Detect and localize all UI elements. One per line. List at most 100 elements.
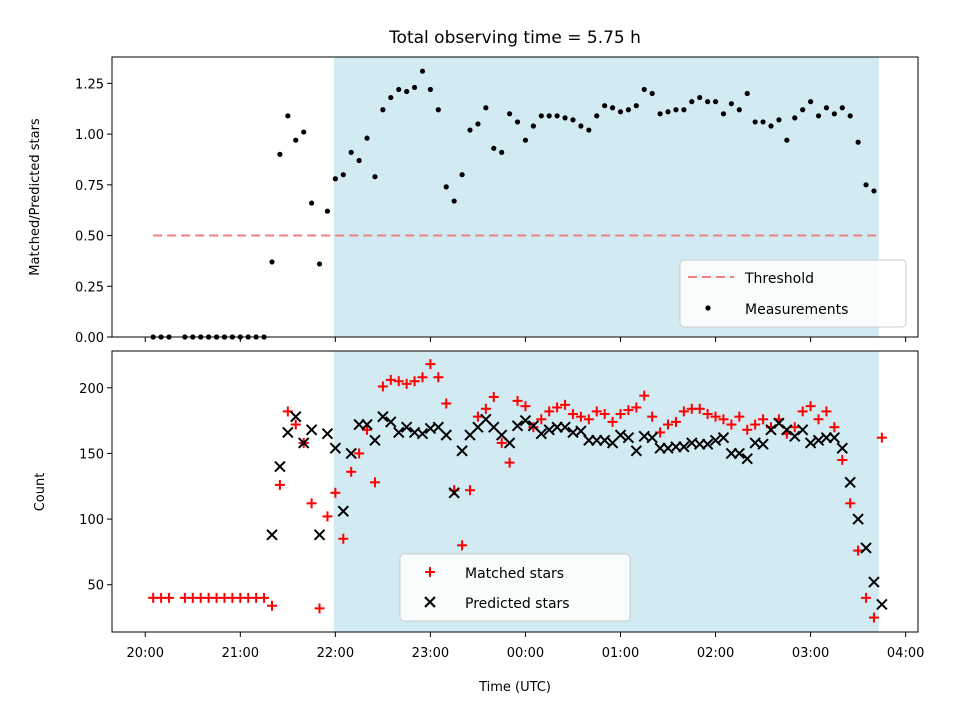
- y-tick-label: 150: [79, 447, 104, 462]
- matched-star-point: [853, 545, 864, 556]
- measurement-point: [332, 176, 338, 182]
- matched-star-point: [472, 411, 483, 422]
- cross-b: [804, 437, 817, 449]
- predicted-star-point: [836, 442, 848, 454]
- measurement-point: [633, 103, 639, 109]
- cross-b: [701, 438, 714, 450]
- measurement-point: [657, 111, 663, 117]
- matched-star-point: [393, 376, 404, 387]
- y-tick-label: 1.00: [75, 128, 104, 143]
- cross-b: [488, 421, 500, 433]
- predicted-star-point: [741, 452, 753, 465]
- measurement-point: [499, 149, 505, 155]
- matched-star-point: [734, 411, 745, 422]
- measurement-point: [380, 107, 386, 113]
- measurement-point: [514, 119, 521, 125]
- predicted-star-point: [416, 428, 429, 440]
- measurement-point: [705, 99, 711, 105]
- matched-star-point: [409, 376, 420, 387]
- y-tick-label: 200: [79, 382, 104, 397]
- legend-predicted-label: Predicted stars: [465, 596, 570, 612]
- matched-star-point: [837, 454, 848, 465]
- matched-star-point: [876, 432, 887, 443]
- cross-b: [709, 434, 722, 446]
- legend-measurements-label: Measurements: [745, 302, 848, 318]
- measurement-point: [768, 123, 774, 129]
- predicted-star-point: [868, 576, 880, 588]
- predicted-star-point: [678, 441, 690, 453]
- matched-star-point: [758, 414, 769, 425]
- cross-b: [860, 542, 872, 554]
- matched-star-point: [813, 414, 824, 425]
- measurement-point: [855, 139, 861, 145]
- measurement-point: [293, 137, 299, 143]
- measurement-point: [269, 259, 275, 265]
- predicted-star-point: [329, 442, 342, 454]
- bottom-plot-area: 50 100 150 200 20:00 21:00 22:00 23:00 00:00 01:0…: [79, 350, 924, 661]
- measurement-point: [475, 121, 481, 127]
- measurement-point: [712, 99, 719, 105]
- matched-star-point: [789, 422, 800, 433]
- matched-star-point: [266, 600, 277, 611]
- measurement-point: [451, 198, 457, 204]
- measurement-point: [609, 105, 616, 111]
- cross-b: [361, 418, 373, 431]
- cross-b: [622, 431, 635, 444]
- measurement-point: [697, 94, 703, 101]
- measurement-point: [316, 261, 323, 267]
- matched-star-point: [742, 424, 753, 435]
- measurement-point: [443, 184, 449, 190]
- matched-star-point: [544, 406, 555, 417]
- measurement-point: [681, 107, 687, 113]
- top-legend: Threshold Measurements: [679, 259, 907, 328]
- legend-predicted-swatch: [424, 596, 436, 608]
- x-tick-label: 01:00: [602, 646, 639, 661]
- matched-star-point: [615, 409, 626, 420]
- matched-star-point: [647, 411, 658, 422]
- y-tick-label: 0.00: [75, 331, 104, 346]
- top-y-axis-label: Matched/Predicted stars: [28, 118, 43, 276]
- predicted-star-point: [733, 447, 746, 460]
- measurement-point: [570, 117, 576, 123]
- legend-measurements-swatch: [705, 305, 711, 311]
- matched-star-point: [322, 511, 333, 522]
- cross-b: [440, 429, 452, 441]
- cross-b: [432, 421, 445, 433]
- matched-star-point: [718, 414, 729, 425]
- bottom-y-axis-label: Count: [33, 473, 48, 512]
- x-tick-label: 21:00: [222, 646, 259, 661]
- measurement-point: [625, 107, 632, 113]
- measurement-point: [760, 119, 766, 125]
- matched-star-point: [861, 592, 872, 603]
- measurement-point: [491, 145, 497, 151]
- matched-star-point: [401, 378, 412, 389]
- cross-b: [305, 424, 318, 436]
- measurement-point: [594, 113, 600, 119]
- matched-star-point: [710, 411, 721, 422]
- cross-b: [274, 460, 286, 473]
- cross-b: [575, 425, 587, 437]
- cross-b: [741, 452, 753, 465]
- measurement-point: [649, 90, 655, 97]
- predicted-star-point: [598, 434, 611, 446]
- matched-star-point: [702, 409, 713, 420]
- cross-b: [543, 424, 555, 436]
- matched-star-point: [623, 405, 634, 416]
- predicted-star-point: [614, 429, 627, 441]
- measurement-point: [823, 105, 830, 111]
- measurement-point: [871, 188, 877, 194]
- x-tick-label: 20:00: [127, 646, 164, 661]
- measurement-point: [411, 84, 418, 91]
- cross-b: [812, 434, 825, 446]
- matched-star-point: [512, 395, 523, 406]
- cross-b: [377, 410, 389, 423]
- predicted-star-point: [448, 487, 460, 499]
- cross-b: [678, 441, 690, 453]
- measurement-point: [689, 99, 695, 105]
- measurement-point: [364, 135, 370, 141]
- cross-b: [559, 421, 571, 433]
- cross-b: [393, 426, 405, 439]
- measurement-point: [784, 137, 790, 143]
- matched-star-point: [821, 406, 832, 417]
- predicted-star-point: [622, 431, 635, 444]
